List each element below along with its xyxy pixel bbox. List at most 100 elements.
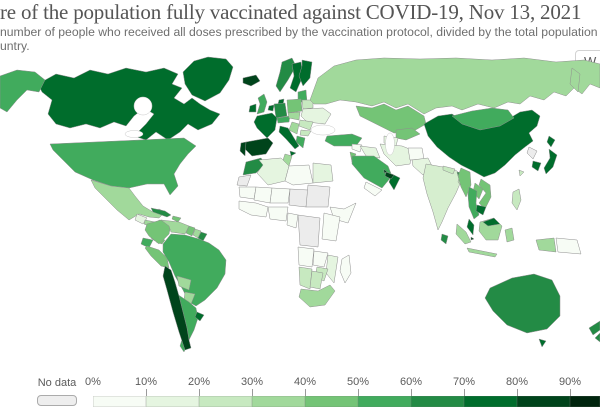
country-venezuela[interactable] <box>160 219 190 235</box>
country-romania[interactable] <box>298 119 314 131</box>
legend-bin-80-90[interactable] <box>517 396 570 407</box>
country-mali[interactable] <box>253 186 273 204</box>
country-sweden[interactable] <box>289 61 304 93</box>
country-switzerland-austria[interactable] <box>276 115 291 124</box>
country-north-korea[interactable] <box>526 146 538 160</box>
country-guyana[interactable] <box>185 225 196 237</box>
country-alaska[interactable] <box>0 69 46 113</box>
country-madagascar[interactable] <box>339 254 352 284</box>
country-greece[interactable] <box>295 135 306 149</box>
legend-bin-40-50[interactable] <box>305 396 358 407</box>
country-indonesia-sumatra[interactable] <box>455 223 472 245</box>
country-ukraine[interactable] <box>300 107 332 125</box>
country-qatar[interactable] <box>383 168 388 174</box>
country-spain[interactable] <box>243 137 274 157</box>
country-namibia[interactable] <box>298 266 313 290</box>
country-tasmania[interactable] <box>538 338 547 348</box>
country-new-zealand-south[interactable] <box>594 332 600 343</box>
country-uae[interactable] <box>384 171 395 180</box>
country-botswana[interactable] <box>309 270 324 290</box>
country-chile[interactable] <box>162 265 192 351</box>
country-mongolia[interactable] <box>451 107 515 131</box>
country-sri-lanka[interactable] <box>440 233 449 245</box>
country-australia[interactable] <box>484 273 561 334</box>
country-india[interactable] <box>422 163 463 231</box>
country-mauritania[interactable] <box>238 186 257 200</box>
legend-bin-10-20[interactable] <box>146 396 199 407</box>
country-niger[interactable] <box>269 187 291 204</box>
legend-bin-60-70[interactable] <box>411 396 464 407</box>
country-indonesia-java[interactable] <box>466 247 498 258</box>
country-malaysia-borneo[interactable] <box>482 217 501 227</box>
legend-bin-30-40[interactable] <box>252 396 305 407</box>
country-iraq[interactable] <box>359 145 381 159</box>
country-south-korea[interactable] <box>531 160 542 172</box>
legend-bin-90-100[interactable] <box>570 396 600 407</box>
country-drc[interactable] <box>297 214 321 248</box>
country-belarus[interactable] <box>301 99 314 110</box>
country-czech-hungary[interactable] <box>287 111 301 121</box>
country-greenland[interactable] <box>182 56 234 102</box>
country-south-africa[interactable] <box>298 284 336 308</box>
country-russia[interactable] <box>309 57 600 115</box>
country-cameroon-gabon[interactable] <box>286 212 299 229</box>
country-chad[interactable] <box>288 188 309 208</box>
legend-bin-20-30[interactable] <box>199 396 252 407</box>
country-brazil[interactable] <box>162 233 227 307</box>
country-uruguay[interactable] <box>194 311 205 322</box>
country-sicily[interactable] <box>289 150 297 157</box>
country-iceland[interactable] <box>242 74 261 87</box>
country-finland[interactable] <box>298 59 313 87</box>
country-saudi-arabia[interactable] <box>351 155 393 189</box>
country-singapore[interactable] <box>470 236 475 241</box>
country-algeria[interactable] <box>256 157 290 186</box>
country-russia-kamchatka[interactable] <box>569 67 581 93</box>
legend-bin-0-10[interactable] <box>93 396 146 407</box>
country-zambia[interactable] <box>312 250 329 268</box>
country-usa[interactable] <box>49 137 197 196</box>
country-indonesia-sulawesi[interactable] <box>504 227 515 243</box>
country-japan[interactable] <box>543 148 558 175</box>
country-germany[interactable] <box>273 102 288 119</box>
country-mozambique[interactable] <box>325 254 339 284</box>
country-papua-new-guinea[interactable] <box>555 237 582 255</box>
country-angola[interactable] <box>297 246 315 268</box>
country-taiwan[interactable] <box>518 169 525 177</box>
country-italy[interactable] <box>278 125 300 150</box>
country-yemen[interactable] <box>363 181 383 197</box>
country-benelux[interactable] <box>267 104 275 112</box>
country-guatemala[interactable] <box>134 213 148 225</box>
country-balkans[interactable] <box>288 121 300 135</box>
country-poland[interactable] <box>286 98 303 114</box>
country-philippines[interactable] <box>511 188 522 211</box>
country-west-africa[interactable] <box>238 200 269 218</box>
country-portugal[interactable] <box>239 141 247 157</box>
legend-no-data-swatch[interactable] <box>37 395 77 406</box>
country-bolivia[interactable] <box>176 275 192 291</box>
country-bulgaria[interactable] <box>299 129 312 137</box>
country-sudan[interactable] <box>305 184 331 208</box>
country-norway[interactable] <box>275 57 297 93</box>
country-cambodia[interactable] <box>475 204 487 216</box>
legend-bin-50-60[interactable] <box>358 396 411 407</box>
country-uzbekistan[interactable] <box>395 127 421 141</box>
country-kazakhstan[interactable] <box>355 103 427 134</box>
country-myanmar[interactable] <box>457 167 472 198</box>
country-laos[interactable] <box>472 182 484 200</box>
country-japan-hokkaido[interactable] <box>546 135 556 148</box>
country-uk[interactable] <box>256 93 268 115</box>
legend-bin-70-80[interactable] <box>464 396 517 407</box>
country-iran[interactable] <box>379 143 413 167</box>
country-new-zealand-north[interactable] <box>588 320 600 336</box>
country-ireland[interactable] <box>248 103 257 113</box>
country-cuba[interactable] <box>150 207 172 218</box>
country-libya[interactable] <box>284 164 314 186</box>
country-indonesia-papua[interactable] <box>535 237 557 253</box>
country-kenya-tanzania[interactable] <box>321 212 341 242</box>
country-western-sahara[interactable] <box>236 174 252 187</box>
country-malaysia[interactable] <box>466 218 475 236</box>
country-canada[interactable] <box>37 67 221 141</box>
country-france[interactable] <box>253 112 278 139</box>
country-nigeria[interactable] <box>267 206 289 222</box>
country-syria[interactable] <box>351 143 363 153</box>
